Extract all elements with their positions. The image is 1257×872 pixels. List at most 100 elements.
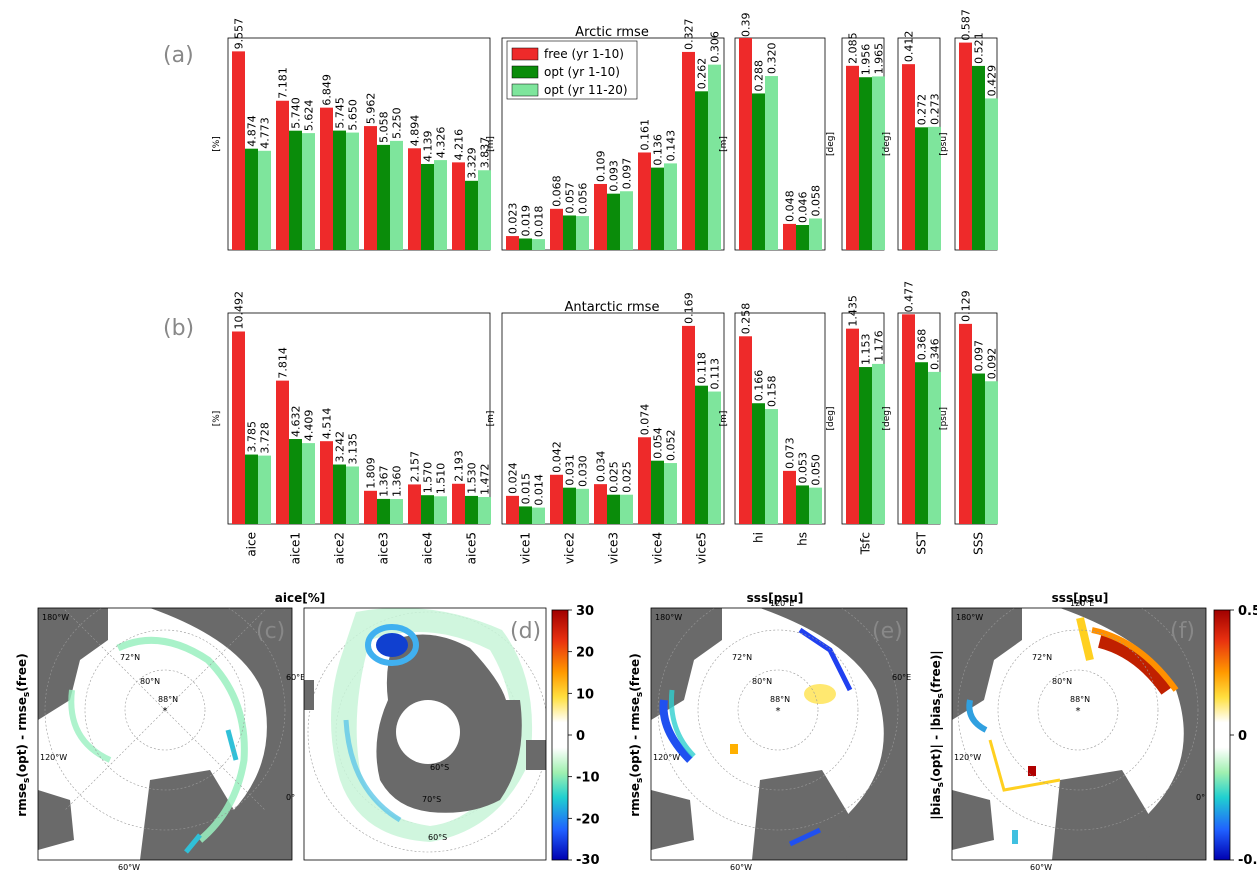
arctic-unit-label-5: [deg]	[882, 132, 892, 156]
arctic-value-label: 1.965	[873, 43, 886, 75]
arctic-value-label: 0.019	[520, 205, 533, 237]
antarctic-bar-SSS-s3	[985, 381, 998, 524]
arctic-value-label: 0.093	[608, 160, 621, 192]
arctic-value-label: 4.216	[453, 129, 466, 161]
arctic-bar-SST-s2	[915, 127, 928, 250]
antarctic-bar-vice2-s2	[563, 487, 576, 524]
arctic-bar-vice1-s3	[532, 239, 545, 250]
arctic-value-label: 0.057	[564, 182, 577, 214]
antarctic-value-label: 0.014	[533, 474, 546, 506]
colorbar-sss-ticks: 0.5 0 -0.5	[1230, 604, 1257, 868]
arctic-bar-SST-s1	[902, 64, 915, 250]
antarctic-value-label: 4.514	[321, 408, 334, 440]
lon-label-c-60w: 60°W	[118, 863, 140, 872]
arctic-bar-vice4-s2	[651, 167, 664, 250]
colorbar-tick-label: -0.5	[1238, 853, 1257, 868]
lon-label-c-60e: 60°E	[286, 673, 305, 682]
arctic-value-label: 0.068	[551, 175, 564, 207]
antarctic-value-label: 1.367	[378, 465, 391, 497]
category-label-hs: hs	[796, 532, 810, 546]
arctic-value-label: 5.962	[365, 93, 378, 125]
lon-label-c-120w: 120°W	[40, 753, 67, 762]
svg-text:*: *	[163, 706, 168, 717]
arctic-value-label: 0.521	[973, 32, 986, 64]
lon-label-e-180w: 180°W	[655, 613, 682, 622]
antarctic-value-label: 3.785	[246, 421, 259, 453]
arctic-value-label: 0.288	[753, 60, 766, 92]
antarctic-value-label: 0.024	[507, 462, 520, 494]
antarctic-value-label: 7.814	[277, 347, 290, 379]
antarctic-unit-label-6: [psu]	[939, 407, 949, 430]
arctic-bar-aice1-s1	[276, 100, 289, 251]
arctic-bar-vice4-s1	[638, 152, 651, 250]
category-label-hi: hi	[752, 532, 766, 543]
arctic-bar-aice5-s3	[478, 170, 491, 250]
arctic-value-label: 5.250	[391, 107, 404, 139]
category-label-vice2: vice2	[563, 532, 577, 564]
arctic-value-label: 5.650	[347, 99, 360, 131]
antarctic-bar-aice-s1	[232, 331, 245, 524]
arctic-value-label: 7.181	[277, 67, 290, 99]
antarctic-value-label: 0.015	[520, 473, 533, 505]
arctic-bar-vice5-s2	[695, 91, 708, 250]
arctic-value-label: 0.058	[810, 185, 823, 217]
arctic-bar-Tsfc-s2	[859, 77, 872, 250]
arctic-bar-vice3-s2	[607, 193, 620, 250]
antarctic-value-label: 0.053	[797, 452, 810, 484]
arctic-bar-vice3-s3	[620, 191, 633, 250]
arctic-title: Arctic rmse	[575, 25, 649, 40]
svg-text:*: *	[1076, 706, 1081, 717]
category-label-SSS: SSS	[972, 532, 986, 555]
antarctic-value-label: 4.409	[303, 410, 316, 442]
antarctic-bar-hi-s3	[765, 409, 778, 524]
arctic-unit-label-2: [m]	[486, 136, 496, 152]
arctic-value-label: 3.837	[479, 137, 492, 169]
lat-label-f-72: 72°N	[1032, 653, 1052, 662]
antarctic-bar-vice1-s3	[532, 507, 545, 524]
antarctic-bar-hi-s2	[752, 403, 765, 524]
colorbar-aice	[551, 609, 569, 861]
colorbar-tick-label: 10	[576, 687, 594, 702]
panel-label-e: (e)	[872, 619, 903, 644]
arctic-bar-hi-s3	[765, 76, 778, 250]
antarctic-bar-SST-s2	[915, 362, 928, 524]
lat-label-c-72: 72°N	[120, 653, 140, 662]
antarctic-value-label: 2.193	[453, 450, 466, 482]
arctic-value-label: 0.273	[929, 93, 942, 125]
antarctic-value-label: 0.166	[753, 370, 766, 402]
antarctic-bar-SST-s1	[902, 314, 915, 524]
antarctic-bar-aice5-s1	[452, 483, 465, 524]
lon-label-c-0: 0°	[286, 793, 295, 802]
lon-label-f-180w: 180°W	[956, 613, 983, 622]
antarctic-bar-vice3-s3	[620, 494, 633, 524]
arctic-value-label: 0.046	[797, 191, 810, 223]
arctic-value-label: 5.745	[334, 97, 347, 129]
antarctic-bar-aice4-s1	[408, 484, 421, 524]
antarctic-value-label: 0.258	[740, 303, 753, 335]
lon-label-f-60w: 60°W	[1030, 863, 1052, 872]
arctic-bar-aice5-s1	[452, 162, 465, 250]
arctic-unit-label-4: [deg]	[826, 132, 836, 156]
lat-label-c-88: 88°N	[158, 695, 178, 704]
antarctic-rmse-chart: [%] 10.492 3.785 3.728 aice 7.814 4.632 4.409 ai…	[212, 281, 999, 564]
lon-label-e-60w: 60°W	[730, 863, 752, 872]
arctic-value-label: 0.320	[766, 43, 779, 75]
antarctic-value-label: 1.809	[365, 457, 378, 489]
arctic-bar-Tsfc-s1	[846, 65, 859, 250]
arctic-value-label: 0.143	[665, 130, 678, 162]
antarctic-value-label: 0.129	[960, 290, 973, 322]
arctic-bar-SSS-s2	[972, 65, 985, 250]
map-panel-f: *	[952, 608, 1206, 860]
antarctic-bar-aice-s3	[258, 455, 271, 524]
arctic-unit-label-3: [m]	[719, 136, 729, 152]
arctic-bar-aice-s2	[245, 148, 258, 250]
arctic-bar-hi-s1	[739, 38, 752, 250]
antarctic-bar-aice3-s2	[377, 498, 390, 524]
antarctic-bar-vice3-s1	[594, 484, 607, 524]
lat-label-d-60s-inner: 60°S	[430, 763, 449, 772]
antarctic-bar-aice-s2	[245, 454, 258, 524]
arctic-value-label: 3.329	[466, 147, 479, 179]
category-label-aice2: aice2	[333, 532, 347, 564]
arctic-bar-SSS-s1	[959, 42, 972, 250]
antarctic-unit-label-1: [%]	[212, 411, 222, 427]
